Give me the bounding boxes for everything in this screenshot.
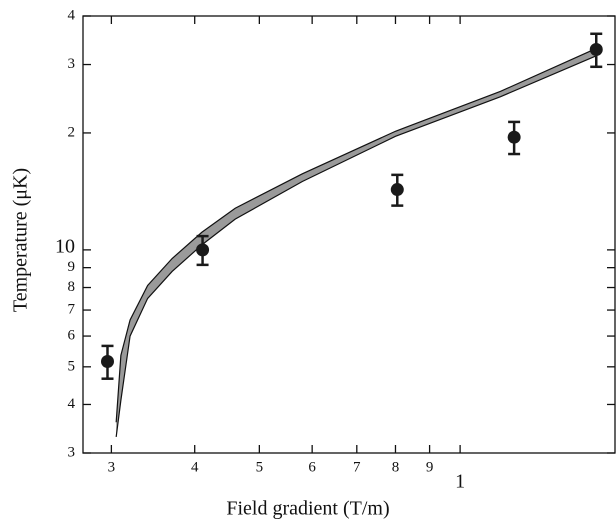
data-point bbox=[507, 130, 521, 144]
plot-frame bbox=[82, 15, 616, 454]
x-tick-label: 4 bbox=[191, 459, 199, 475]
x-tick-label: 6 bbox=[308, 459, 316, 475]
y-tick-label: 6 bbox=[68, 327, 76, 343]
data-point bbox=[390, 183, 404, 197]
x-axis-label: Field gradient (T/m) bbox=[226, 498, 389, 520]
band-edge bbox=[115, 47, 597, 423]
y-tick-label: 2 bbox=[68, 124, 76, 140]
y-tick-label: 3 bbox=[68, 444, 76, 460]
y-tick-label: 4 bbox=[68, 7, 76, 23]
data-point bbox=[196, 243, 210, 257]
y-tick-label: 10 bbox=[55, 235, 75, 257]
x-tick-label: 8 bbox=[392, 459, 400, 475]
x-tick-label: 5 bbox=[256, 459, 264, 475]
y-tick-label: 9 bbox=[68, 259, 76, 275]
data-point bbox=[100, 355, 114, 369]
y-tick-label: 8 bbox=[68, 279, 76, 295]
x-tick-label: 1 bbox=[455, 471, 465, 493]
y-axis-label: Temperature (μK) bbox=[10, 168, 32, 312]
y-tick-label: 4 bbox=[68, 396, 76, 412]
x-tick-label: 7 bbox=[353, 459, 361, 475]
data-point bbox=[589, 42, 603, 56]
y-tick-label: 5 bbox=[68, 358, 76, 374]
x-tick-label: 3 bbox=[108, 459, 116, 475]
x-tick-label: 9 bbox=[426, 459, 434, 475]
y-tick-label: 3 bbox=[68, 56, 76, 72]
y-tick-label: 7 bbox=[68, 301, 76, 317]
band-fill bbox=[116, 48, 597, 437]
